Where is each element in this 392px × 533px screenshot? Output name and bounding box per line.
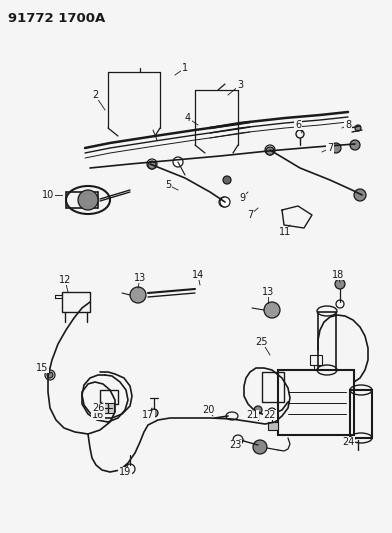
Text: 11: 11: [279, 227, 291, 237]
Circle shape: [220, 197, 230, 207]
Bar: [268, 422, 278, 430]
Text: 25: 25: [256, 337, 268, 347]
Text: 10: 10: [42, 190, 54, 200]
Text: 9: 9: [239, 193, 245, 203]
Text: 5: 5: [165, 180, 171, 190]
Text: 7: 7: [327, 143, 333, 153]
Text: 20: 20: [202, 405, 214, 415]
Text: 16: 16: [92, 410, 104, 420]
Bar: [350, 390, 372, 438]
Text: 13: 13: [262, 287, 274, 297]
Circle shape: [264, 302, 280, 318]
Text: 19: 19: [119, 467, 131, 477]
Bar: [310, 355, 322, 365]
Circle shape: [150, 409, 158, 417]
Text: 23: 23: [229, 440, 241, 450]
Text: 18: 18: [332, 270, 344, 280]
Circle shape: [355, 125, 361, 131]
Text: 7: 7: [247, 210, 253, 220]
Text: 1: 1: [182, 63, 188, 73]
Bar: [100, 390, 118, 404]
Text: 15: 15: [36, 363, 48, 373]
Bar: [62, 292, 90, 312]
Circle shape: [354, 189, 366, 201]
Text: 17: 17: [142, 410, 154, 420]
Text: 3: 3: [237, 80, 243, 90]
Text: 14: 14: [192, 270, 204, 280]
Text: 24: 24: [342, 437, 354, 447]
Bar: [262, 372, 284, 402]
Text: 22: 22: [264, 410, 276, 420]
Bar: [278, 370, 354, 435]
Circle shape: [266, 147, 274, 155]
Circle shape: [335, 279, 345, 289]
Bar: [318, 312, 336, 370]
Bar: [66, 192, 98, 208]
Circle shape: [148, 161, 156, 169]
Bar: [102, 403, 114, 413]
Circle shape: [173, 157, 183, 167]
Text: 13: 13: [134, 273, 146, 283]
Text: 6: 6: [295, 120, 301, 130]
Circle shape: [47, 372, 53, 378]
Circle shape: [253, 440, 267, 454]
Circle shape: [223, 176, 231, 184]
Text: 8: 8: [345, 120, 351, 130]
Text: 4: 4: [185, 113, 191, 123]
Circle shape: [331, 143, 341, 153]
Text: 21: 21: [246, 410, 258, 420]
Circle shape: [130, 287, 146, 303]
Text: 2: 2: [92, 90, 98, 100]
Text: 26: 26: [92, 403, 104, 413]
Circle shape: [254, 406, 262, 414]
Ellipse shape: [78, 190, 98, 210]
Text: 91772 1700A: 91772 1700A: [8, 12, 105, 25]
Circle shape: [350, 140, 360, 150]
Text: 12: 12: [59, 275, 71, 285]
